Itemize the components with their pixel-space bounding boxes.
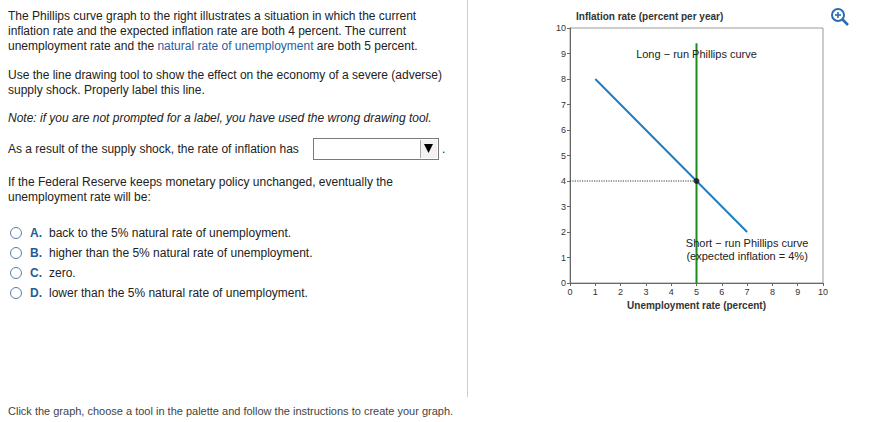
svg-text:Unemployment rate (percent): Unemployment rate (percent) bbox=[627, 300, 766, 311]
html-text:Use the line drawing tool to s: Use the line drawing tool to show the ef… bbox=[8, 68, 442, 82]
svg-text:Inflation rate (percent per ye: Inflation rate (percent per year) bbox=[576, 11, 723, 22]
svg-text:5: 5 bbox=[561, 151, 566, 161]
svg-text:6: 6 bbox=[561, 125, 566, 135]
svg-text:5: 5 bbox=[694, 287, 699, 297]
html-text:inflation rate and the expecte: inflation rate and the expected inflatio… bbox=[8, 24, 406, 38]
svg-text:10: 10 bbox=[818, 287, 828, 297]
svg-text:3: 3 bbox=[561, 202, 566, 212]
svg-text:6: 6 bbox=[719, 287, 724, 297]
html-text:D.: D. bbox=[30, 286, 42, 300]
html-text:C.: C. bbox=[30, 266, 42, 280]
html-text:unemployment rate and the natu: unemployment rate and the natural rate o… bbox=[8, 39, 418, 53]
html-text:unemployment rate will be:: unemployment rate will be: bbox=[8, 190, 151, 204]
svg-text:1: 1 bbox=[561, 253, 566, 263]
svg-text:Short − run Phillips curve: Short − run Phillips curve bbox=[686, 237, 809, 249]
svg-text:9: 9 bbox=[561, 49, 566, 59]
svg-text:7: 7 bbox=[745, 287, 750, 297]
html-text:back to the 5% natural rate of: back to the 5% natural rate of unemploym… bbox=[49, 226, 292, 240]
html-text:The Phillips curve graph to th: The Phillips curve graph to the right il… bbox=[8, 9, 417, 23]
svg-text:4: 4 bbox=[669, 287, 674, 297]
svg-text:(expected inflation = 4%): (expected inflation = 4%) bbox=[686, 250, 807, 262]
html-text:B.: B. bbox=[30, 246, 42, 260]
svg-text:3: 3 bbox=[643, 287, 648, 297]
svg-text:10: 10 bbox=[556, 23, 566, 33]
svg-text:7: 7 bbox=[561, 100, 566, 110]
svg-text:1: 1 bbox=[593, 287, 598, 297]
svg-text:8: 8 bbox=[561, 74, 566, 84]
html-text:A.: A. bbox=[30, 226, 42, 240]
svg-text:8: 8 bbox=[770, 287, 775, 297]
svg-text:Long − run Phillips curve: Long − run Phillips curve bbox=[636, 48, 757, 60]
svg-text:2: 2 bbox=[561, 227, 566, 237]
html-text:supply shock. Properly label t: supply shock. Properly label this line. bbox=[8, 83, 205, 97]
html-text:Click the graph, choose a tool: Click the graph, choose a tool in the pa… bbox=[8, 405, 454, 417]
html-text:zero.: zero. bbox=[49, 266, 76, 280]
html-text:lower than the 5% natural rate: lower than the 5% natural rate of unempl… bbox=[49, 286, 308, 300]
svg-text:2: 2 bbox=[618, 287, 623, 297]
html-text:Note: if you are not prompted: Note: if you are not prompted for a labe… bbox=[8, 111, 432, 125]
svg-text:9: 9 bbox=[795, 287, 800, 297]
html-text:As a result of the supply shoc: As a result of the supply shock, the rat… bbox=[8, 142, 299, 156]
svg-text:0: 0 bbox=[567, 287, 572, 297]
html-text:If the Federal Reserve keeps m: If the Federal Reserve keeps monetary po… bbox=[8, 175, 393, 189]
svg-text:4: 4 bbox=[561, 176, 566, 186]
svg-text:0: 0 bbox=[561, 278, 566, 288]
html-text:higher than the 5% natural rat: higher than the 5% natural rate of unemp… bbox=[49, 246, 313, 260]
